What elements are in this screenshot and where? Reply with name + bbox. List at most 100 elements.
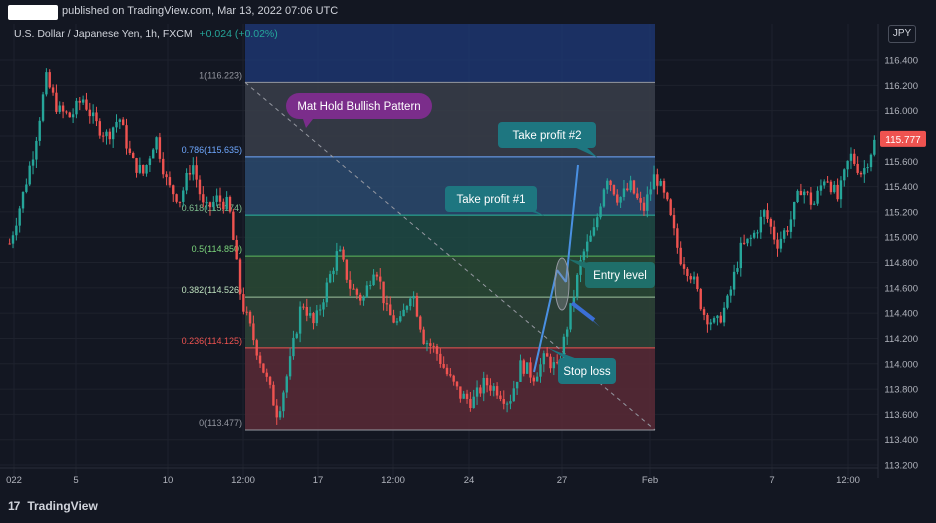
candle-body (255, 340, 258, 356)
x-tick-label: 12:00 (231, 475, 255, 486)
candle-body (439, 353, 442, 364)
candle-body (322, 302, 325, 310)
trend-line-3 (565, 164, 579, 283)
candle-body (522, 360, 525, 374)
candle-body (659, 180, 662, 186)
candle-body (372, 274, 375, 286)
candle-body (736, 268, 739, 272)
candle-body (98, 121, 102, 136)
tradingview-logo[interactable]: 17 TradingView (8, 499, 98, 513)
candle-body (729, 289, 732, 296)
currency-badge[interactable]: JPY (888, 25, 916, 43)
candle-body (762, 210, 766, 217)
y-tick-label: 116.000 (884, 106, 918, 117)
candle-body (492, 386, 495, 391)
candle-body (652, 174, 656, 190)
candle-body (809, 192, 813, 205)
candle-body (115, 121, 118, 128)
candle-body (118, 119, 122, 122)
candle-body (629, 180, 632, 191)
candle-body (535, 376, 539, 382)
candle-body (509, 401, 512, 404)
candle-body (459, 386, 462, 399)
sl-box (558, 358, 616, 384)
candle-body (295, 333, 298, 338)
candle-body (88, 109, 91, 117)
candle-body (789, 219, 793, 232)
candle-body (168, 177, 172, 186)
candle-body (552, 362, 556, 369)
candle-body (235, 239, 238, 260)
candle-body (245, 311, 248, 313)
x-tick-label: 7 (769, 475, 774, 486)
candle-body (175, 194, 178, 202)
y-tick-label: 114.400 (884, 309, 918, 320)
candle-body (91, 112, 95, 117)
y-tick-label: 113.400 (884, 435, 918, 446)
candle-body (716, 315, 719, 319)
candle-body (846, 160, 849, 170)
candle-body (796, 190, 799, 202)
candle-body (656, 174, 659, 186)
candle-body (385, 303, 389, 305)
y-tick-label: 114.600 (884, 283, 918, 294)
candle-body (502, 399, 505, 404)
candle-body (449, 374, 452, 376)
candle-body (823, 181, 826, 186)
candle-body (569, 303, 572, 330)
y-tick-label: 115.600 (884, 157, 918, 168)
candle-body (31, 159, 35, 166)
candle-body (499, 395, 502, 400)
fib-level-label: 0.786(115.635) (182, 145, 242, 155)
candle-body (365, 285, 369, 298)
candle-body (125, 125, 128, 149)
chart-svg[interactable]: 1(116.223) 0.786(115.635) 0.618(115.174) 0.… (0, 24, 936, 518)
sl-pointer (548, 348, 580, 360)
candle-body (532, 377, 536, 382)
candle-body (843, 169, 846, 181)
x-tick-label: 12:00 (836, 475, 860, 486)
top-bar: published on TradingView.com, Mar 13, 20… (0, 0, 936, 24)
x-tick-label: Feb (642, 475, 658, 486)
candle-body (362, 297, 365, 301)
candle-body (355, 289, 359, 295)
candle-body (676, 228, 679, 248)
redacted-username (8, 5, 58, 20)
candle-body (512, 388, 515, 402)
tradingview-logo-icon: 17 (8, 499, 20, 513)
candle-body (65, 111, 68, 113)
candle-body (232, 211, 235, 240)
candle-body (68, 112, 71, 118)
candle-body (325, 282, 329, 303)
candle-body (345, 259, 349, 280)
candle-body (666, 192, 669, 200)
candle-body (312, 313, 315, 324)
candle-body (749, 237, 753, 239)
candle-body (649, 189, 652, 195)
candle-body (682, 264, 686, 269)
candle-body (592, 227, 596, 236)
y-tick-label: 116.200 (884, 81, 918, 92)
candle-body (793, 201, 796, 220)
y-tick-label: 115.400 (884, 182, 918, 193)
candle-body (185, 172, 188, 191)
candle-body (172, 185, 175, 195)
candle-body (759, 216, 763, 233)
tp2-text: Take profit #2 (512, 130, 581, 142)
x-axis-bg (0, 478, 878, 490)
candle-body (21, 191, 25, 209)
symbol-change: +0.024 (+0.02%) (199, 28, 278, 40)
candle-body (686, 268, 689, 277)
fib-level-label: 0(113.477) (199, 418, 242, 428)
candle-body (616, 194, 619, 203)
chart-area[interactable]: 1(116.223) 0.786(115.635) 0.618(115.174) 0.… (0, 24, 936, 518)
candle-body (71, 114, 75, 118)
candle-body (275, 405, 278, 418)
candle-body (579, 260, 582, 275)
candle-body (419, 316, 422, 330)
candle-body (582, 251, 586, 261)
candle-body (632, 180, 636, 194)
candle-body (776, 239, 779, 249)
candle-body (215, 195, 218, 202)
candle-body (228, 196, 232, 212)
